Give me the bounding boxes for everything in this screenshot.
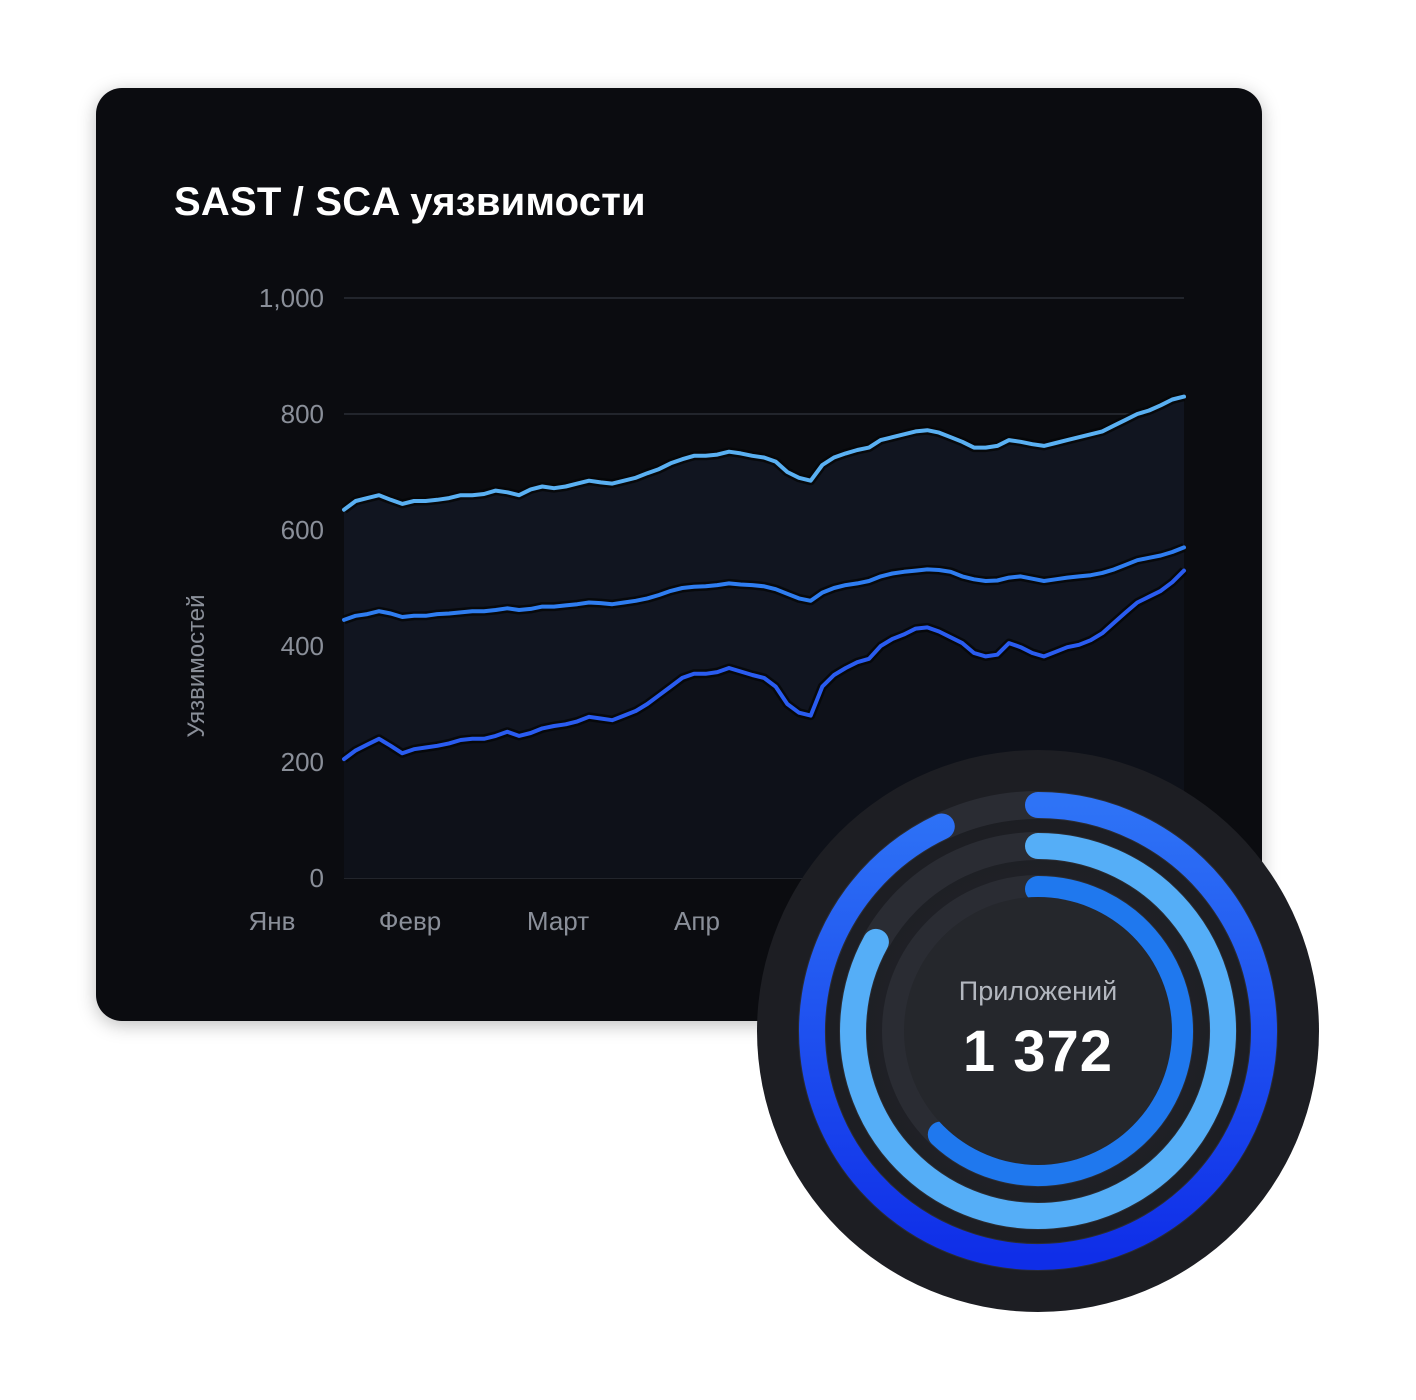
y-tick-label: 0 [310,863,324,893]
x-tick-label: Март [527,906,589,936]
y-axis-label: Уязвимостей [183,594,210,737]
applications-gauge: Приложений 1 372 [755,748,1321,1314]
gauge-rings [757,750,1319,1312]
gauge-ring-arcs [799,792,1277,1270]
gauge-center [904,897,1172,1165]
gauge-ring-arc [840,833,1237,1229]
x-tick-label: Апр [674,906,720,936]
y-tick-label: 800 [281,399,324,429]
y-tick-label: 400 [281,631,324,661]
y-axis-ticks: 0 200 400 600 800 1,000 [259,283,324,893]
chart-lines [341,392,1188,763]
x-tick-label: Янв [249,906,296,936]
card-title: SAST / SCA уязвимости [174,180,646,224]
gauge-ring-arc [799,792,1277,1270]
y-tick-label: 1,000 [259,283,324,313]
series-line [342,568,1186,762]
y-tick-label: 200 [281,747,324,777]
series-line [342,545,1186,622]
gauge-ring-arc [927,876,1193,1186]
gauge-label: Приложений [958,976,1118,1006]
vulnerabilities-card: 0 200 400 600 800 1,000 Янв Февр Март Апр Уязвим… [96,88,1262,1021]
x-axis-ticks: Янв Февр Март Апр [249,906,720,936]
series-line [342,394,1186,512]
x-tick-label: Февр [379,906,442,936]
gauge-value: 1 372 [962,1019,1114,1084]
y-tick-label: 600 [281,515,324,545]
